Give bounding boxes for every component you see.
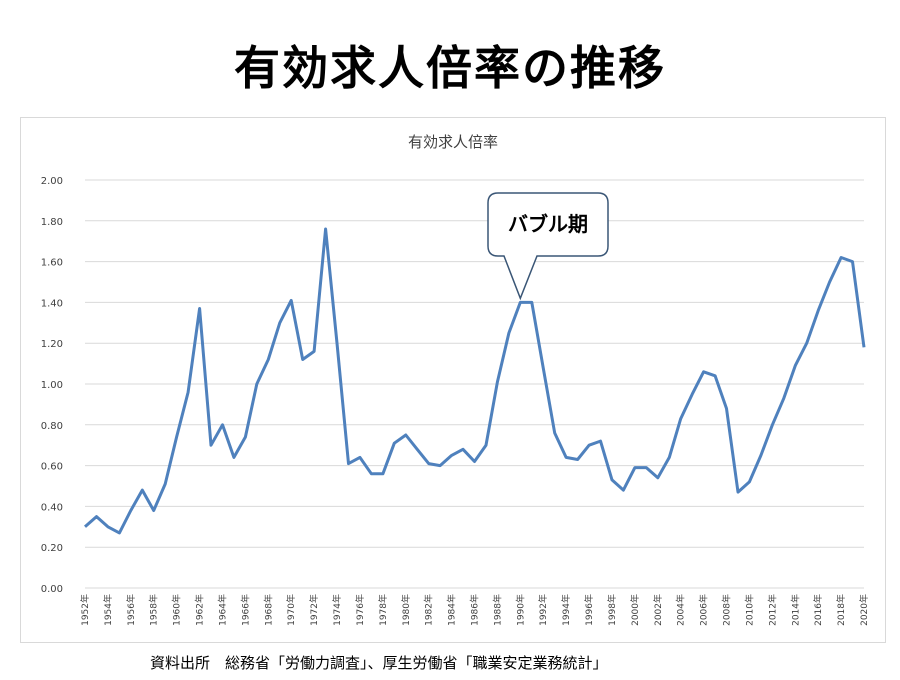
x-tick-label: 2018年 [835, 594, 847, 626]
annotation-bubble [487, 192, 609, 301]
x-tick-label: 2002年 [652, 594, 664, 626]
x-tick-label: 1970年 [285, 594, 297, 626]
x-tick-label: 1976年 [354, 594, 366, 626]
y-tick-label: 1.40 [41, 298, 63, 309]
x-tick-label: 1972年 [308, 594, 320, 626]
x-tick-label: 1964年 [216, 594, 228, 626]
source-note: 資料出所 総務省「労働力調査」、厚生労働省「職業安定業務統計」 [150, 654, 608, 672]
x-tick-label: 2014年 [789, 594, 801, 626]
y-tick-label: 1.60 [41, 258, 63, 269]
x-tick-label: 1988年 [491, 594, 503, 626]
annotation-callout: バブル期 [487, 192, 609, 301]
y-tick-label: 0.80 [41, 421, 63, 432]
x-tick-label: 2010年 [743, 594, 755, 626]
x-tick-label: 1990年 [514, 594, 526, 626]
line-chart: 有効求人倍率 0.00 0.20 0.40 0.60 0.80 1.00 1.20 1.40 1… [41, 133, 870, 626]
x-tick-label: 2004年 [675, 594, 687, 626]
x-tick-label: 1974年 [331, 594, 343, 626]
y-tick-label: 0.40 [41, 502, 63, 513]
x-tick-label: 1980年 [400, 594, 412, 626]
x-tick-label: 1960年 [171, 594, 183, 626]
chart-frame: 有効求人倍率 0.00 0.20 0.40 0.60 0.80 1.00 1.20 1.40 1… [20, 117, 886, 643]
x-tick-label: 1998年 [606, 594, 618, 626]
chart-title: 有効求人倍率 [408, 133, 498, 151]
y-tick-label: 0.60 [41, 462, 63, 473]
x-tick-label: 1996年 [583, 594, 595, 626]
y-tick-label: 1.00 [41, 380, 63, 391]
x-tick-label: 1966年 [239, 594, 251, 626]
x-tick-label: 1952年 [79, 594, 91, 626]
y-axis-tick-labels: 0.00 0.20 0.40 0.60 0.80 1.00 1.20 1.40 1.60 1.80… [41, 176, 63, 595]
x-tick-label: 1994年 [560, 594, 572, 626]
x-tick-label: 2016年 [812, 594, 824, 626]
page-title: 有効求人倍率の推移 [234, 41, 666, 95]
x-tick-label: 2012年 [766, 594, 778, 626]
annotation-label: バブル期 [508, 212, 588, 236]
x-tick-label: 2020年 [858, 594, 870, 626]
x-tick-label: 1958年 [148, 594, 160, 626]
y-tick-label: 1.20 [41, 339, 63, 350]
x-tick-label: 1968年 [262, 594, 274, 626]
x-tick-label: 1982年 [423, 594, 435, 626]
gridlines [85, 179, 864, 589]
y-tick-label: 2.00 [41, 176, 63, 187]
series-line [84, 227, 866, 535]
x-tick-label: 2008年 [721, 594, 733, 626]
x-tick-label: 1962年 [194, 594, 206, 626]
y-tick-label: 0.00 [41, 584, 63, 595]
x-tick-label: 1986年 [469, 594, 481, 626]
x-tick-label: 1954年 [102, 594, 114, 626]
y-tick-label: 1.80 [41, 217, 63, 228]
y-tick-label: 0.20 [41, 543, 63, 554]
x-tick-label: 2006年 [698, 594, 710, 626]
data-series [84, 227, 866, 535]
x-tick-label: 1992年 [537, 594, 549, 626]
x-tick-label: 1956年 [125, 594, 137, 626]
x-tick-label: 2000年 [629, 594, 641, 626]
x-tick-label: 1984年 [446, 594, 458, 626]
x-tick-label: 1978年 [377, 594, 389, 626]
x-axis-tick-labels: 1952年 1954年 1956年 1958年 1960年 1962年 1964年 1966年… [79, 594, 870, 626]
